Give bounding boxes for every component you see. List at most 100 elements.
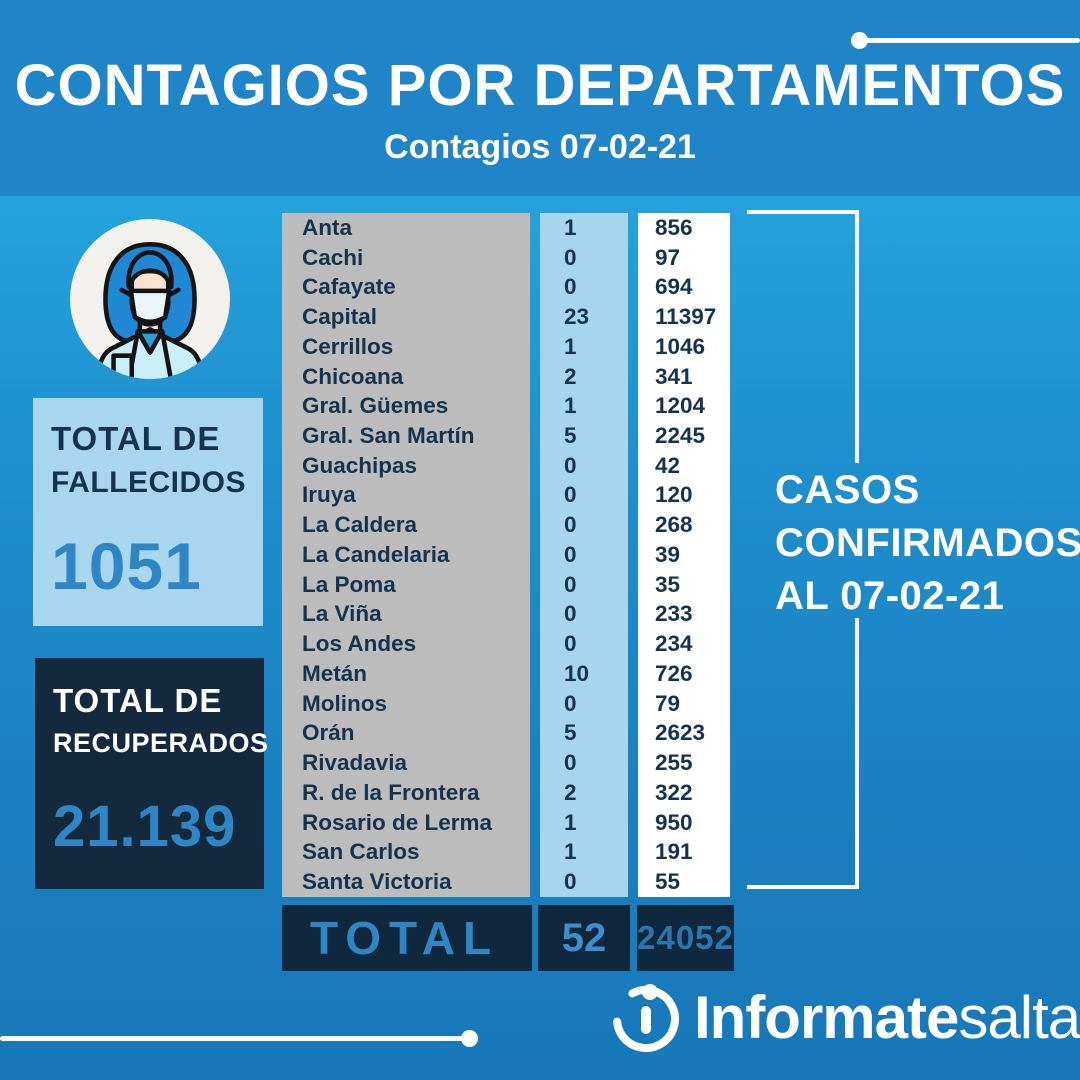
table-cell-total: 726 xyxy=(655,660,693,686)
page-title: CONTAGIOS POR DEPARTAMENTOS xyxy=(14,53,1066,118)
table-cell-daily: 0 xyxy=(564,482,577,508)
table-cell-department: Capital xyxy=(302,304,378,330)
table-cell-daily: 0 xyxy=(564,571,577,597)
table-cell-daily: 1 xyxy=(564,393,577,419)
table-cell-total: 2623 xyxy=(655,720,706,746)
table-cell-department: La Caldera xyxy=(302,512,418,538)
table-cell-department: Gral. San Martín xyxy=(302,423,475,448)
table-cell-daily: 0 xyxy=(564,512,577,538)
table-cell-department: R. de la Frontera xyxy=(302,779,480,805)
table-cell-daily: 1 xyxy=(564,214,577,240)
table-cell-total: 950 xyxy=(655,809,693,835)
table-cell-total: 191 xyxy=(655,839,693,865)
table-cell-total: 233 xyxy=(655,601,693,627)
table-cell-daily: 0 xyxy=(564,601,577,627)
table-cell-department: Anta xyxy=(302,214,352,240)
department-names-column: Anta Cachi Cafayate Capital Cerrillos Chicoan… xyxy=(282,213,530,897)
daily-cases-column: 1 0 0 23 1 2 1 5 0 0 0 0 0 0 0 10 0 5 0 2 1 1 0 xyxy=(540,213,628,897)
table-cell-department: Orán xyxy=(302,720,355,746)
table-cell-daily: 2 xyxy=(564,363,577,389)
table-cell-department: La Viña xyxy=(302,601,382,627)
table-cell-total: 234 xyxy=(655,631,693,657)
top-right-line xyxy=(866,38,1080,43)
total-confirmed-value: 24052 xyxy=(637,919,734,956)
table-cell-department: Los Andes xyxy=(302,631,417,657)
recuperados-label-line2: RECUPERADOS xyxy=(53,728,269,758)
table-cell-daily: 23 xyxy=(564,304,590,330)
table-cell-department: Iruya xyxy=(302,482,356,508)
fallecidos-label-line2: FALLECIDOS xyxy=(51,466,247,499)
total-confirmed-box: 24052 xyxy=(637,905,734,971)
table-cell-total: 42 xyxy=(655,452,681,478)
table-cell-daily: 0 xyxy=(564,244,577,270)
table-cell-department: Rivadavia xyxy=(302,750,408,776)
top-right-line-dot xyxy=(851,32,868,49)
recuperados-label-line1: TOTAL DE xyxy=(53,682,223,719)
header-banner: CONTAGIOS POR DEPARTAMENTOS Contagios 07… xyxy=(0,0,1080,196)
table-cell-department: Cerrillos xyxy=(302,333,394,359)
logo-brand-bold: Informate xyxy=(694,983,959,1051)
total-label-box: TOTAL xyxy=(282,905,532,971)
table-cell-department: Cafayate xyxy=(302,274,396,300)
table-cell-department: Chicoana xyxy=(302,363,404,389)
table-cell-total: 79 xyxy=(655,690,681,716)
total-daily-box: 52 xyxy=(538,905,630,971)
total-label: TOTAL xyxy=(310,912,500,964)
table-cell-total: 856 xyxy=(655,214,693,240)
informate-salta-logo: Informate salta xyxy=(606,977,1080,1057)
info-circle-icon xyxy=(606,977,686,1057)
table-cell-department: San Carlos xyxy=(302,839,420,865)
bracket-vertical-lower xyxy=(855,618,859,889)
table-cell-department: La Poma xyxy=(302,571,396,597)
table-cell-total: 39 xyxy=(655,541,681,567)
table-cell-total: 268 xyxy=(655,512,693,538)
page-subtitle: Contagios 07-02-21 xyxy=(384,128,696,166)
table-cell-department: La Candelaria xyxy=(302,541,450,567)
table-cell-daily: 1 xyxy=(564,839,577,865)
table-cell-total: 1204 xyxy=(655,393,706,419)
table-cell-daily: 10 xyxy=(564,660,590,686)
confirmed-cases-note: CASOS CONFIRMADOS AL 07-02-21 xyxy=(775,464,1080,623)
table-cell-total: 255 xyxy=(655,750,693,776)
table-cell-department: Gral. Güemes xyxy=(302,393,449,419)
table-cell-daily: 0 xyxy=(564,750,577,776)
table-cell-total: 97 xyxy=(655,244,681,270)
table-cell-department: Molinos xyxy=(302,690,387,716)
recuperados-value: 21.139 xyxy=(53,794,237,859)
total-daily-value: 52 xyxy=(561,915,607,960)
bottom-left-line-dot xyxy=(461,1030,478,1047)
table-cell-total: 322 xyxy=(655,779,693,805)
table-cell-department: Metán xyxy=(302,660,368,686)
table-cell-total: 11397 xyxy=(655,304,717,330)
fallecidos-value: 1051 xyxy=(51,529,202,603)
table-cell-total: 55 xyxy=(655,869,681,895)
table-cell-daily: 1 xyxy=(564,333,577,359)
table-cell-daily: 0 xyxy=(564,690,577,716)
table-cell-daily: 0 xyxy=(564,274,577,300)
table-cell-department: Santa Victoria xyxy=(302,869,452,895)
table-cell-total: 120 xyxy=(655,482,693,508)
note-line3: AL 07-02-21 xyxy=(775,574,1005,618)
fallecidos-label-line1: TOTAL DE xyxy=(51,420,221,457)
fallecidos-stat-box: TOTAL DE FALLECIDOS 1051 xyxy=(33,398,263,626)
bracket-vertical-upper xyxy=(855,210,859,463)
recuperados-stat-box: TOTAL DE RECUPERADOS 21.139 xyxy=(35,658,269,889)
table-cell-department: Cachi xyxy=(302,244,364,270)
logo-brand-light: salta xyxy=(958,983,1080,1051)
table-cell-total: 694 xyxy=(655,274,693,300)
table-cell-daily: 2 xyxy=(564,779,577,805)
table-cell-daily: 0 xyxy=(564,869,577,895)
table-cell-total: 35 xyxy=(655,571,681,597)
confirmed-totals-column: 856 97 694 11397 1046 341 1204 2245 42 120 268 39 35… xyxy=(638,213,730,897)
note-line2: CONFIRMADOS xyxy=(775,521,1080,565)
bracket-bottom-line xyxy=(747,885,859,889)
table-cell-daily: 1 xyxy=(564,809,577,835)
nurse-with-mask-icon xyxy=(69,218,231,380)
note-line1: CASOS xyxy=(775,468,920,512)
table-cell-daily: 0 xyxy=(564,631,577,657)
bottom-left-line xyxy=(0,1036,468,1041)
table-cell-daily: 5 xyxy=(564,720,577,746)
table-cell-total: 2245 xyxy=(655,423,706,448)
table-cell-total: 1046 xyxy=(655,333,706,359)
